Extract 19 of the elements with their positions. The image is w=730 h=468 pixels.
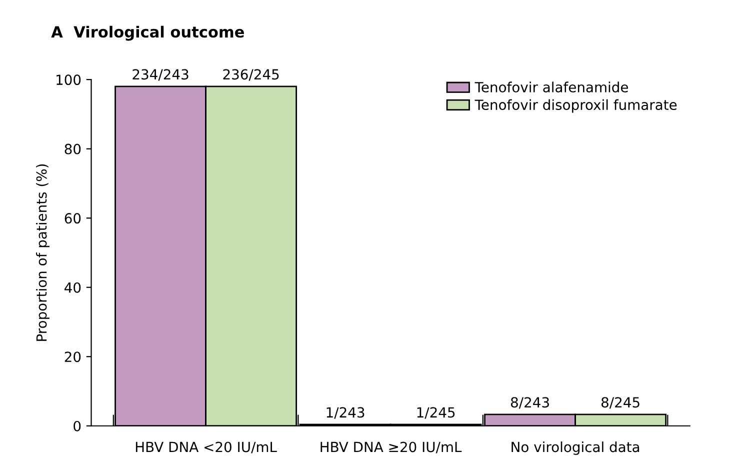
data-label: 236/245 <box>223 69 279 81</box>
data-label: 234/243 <box>132 69 188 81</box>
data-label: 8/243 <box>510 397 549 409</box>
chart-title: A Virological outcome <box>51 26 244 41</box>
y-tick-label: 80 <box>64 144 81 154</box>
data-label: 1/245 <box>417 407 455 419</box>
legend-label: Tenofovir disoproxil fumarate <box>474 99 677 113</box>
y-tick-label: 20 <box>64 352 81 362</box>
y-tick-label: 40 <box>64 282 81 293</box>
x-tick-label: No virological data <box>512 441 640 455</box>
y-tick-label: 0 <box>74 420 81 432</box>
x-tick-label: HBV DNA ≥20 IU/mL <box>320 442 462 454</box>
y-axis-title: Proportion of patients (%) <box>36 164 50 341</box>
x-tick-label: HBV DNA <20 IU/mL <box>136 442 277 454</box>
data-label: 8/245 <box>601 397 640 409</box>
data-label: 1/243 <box>326 407 364 419</box>
y-tick-label: 100 <box>56 74 81 86</box>
y-tick-label: 60 <box>64 213 81 224</box>
legend-label: Tenofovir alafenamide <box>474 82 628 92</box>
